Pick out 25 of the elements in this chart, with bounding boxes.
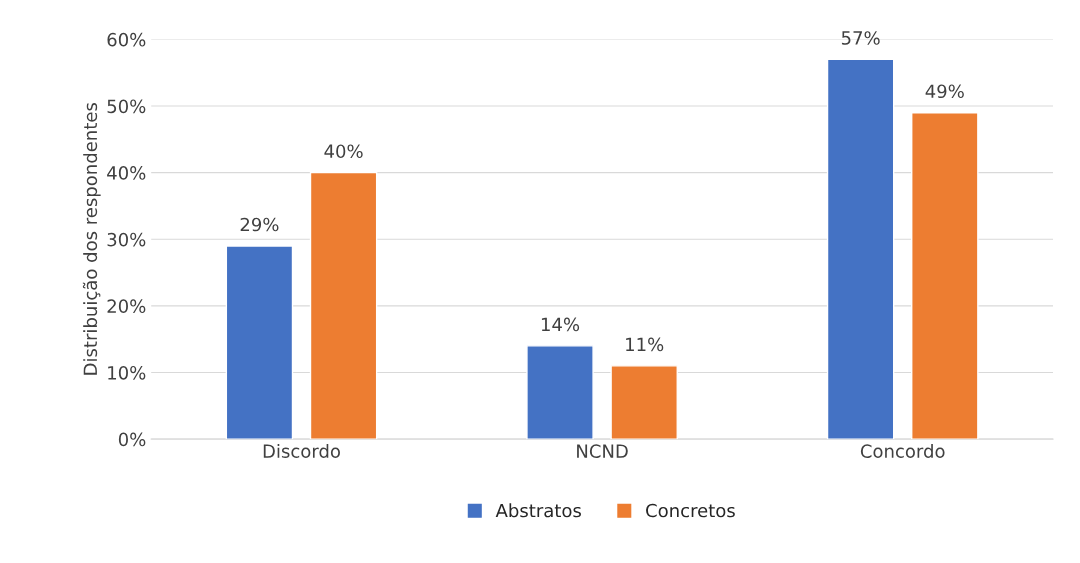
legend-label: Concretos: [646, 503, 735, 518]
legend-label: Abstratos: [495, 503, 581, 518]
data-label: 40%: [324, 144, 363, 159]
data-label: 11%: [626, 337, 664, 352]
x-tick-label: Discordo: [263, 444, 340, 458]
bar: [911, 111, 979, 440]
y-tick-label: 30%: [107, 232, 146, 247]
data-label: 49%: [925, 84, 964, 99]
y-tick-label: 40%: [107, 166, 146, 180]
bar: [526, 345, 594, 440]
y-axis-title: Distribuição dos respondentes: [82, 103, 101, 375]
y-tick-label: 50%: [107, 99, 146, 114]
data-label: 29%: [240, 217, 279, 232]
x-tick-label: Concordo: [860, 444, 945, 458]
bar: [610, 365, 678, 440]
x-tick-label: NCND: [577, 444, 628, 458]
bar: [225, 245, 294, 440]
y-tick-label: 0%: [118, 432, 146, 447]
y-tick-label: 20%: [107, 299, 146, 314]
data-label: 57%: [841, 31, 880, 45]
y-tick-label: 60%: [107, 32, 146, 47]
bar: [309, 171, 378, 440]
y-tick-label: 10%: [108, 365, 146, 380]
data-label: 14%: [541, 317, 580, 332]
bar: [826, 58, 895, 440]
